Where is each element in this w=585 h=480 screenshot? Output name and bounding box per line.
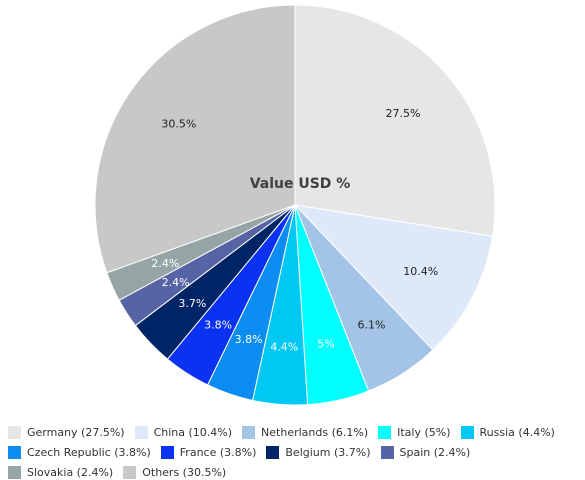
legend-swatch <box>460 425 474 439</box>
legend-label: China (10.4%) <box>153 425 233 439</box>
legend-swatch <box>160 445 174 459</box>
legend-item[interactable]: Spain (2.4%) <box>380 444 471 460</box>
legend-item[interactable]: Czech Republic (3.8%) <box>8 444 151 460</box>
legend-label: Russia (4.4%) <box>479 425 555 439</box>
pie-slice <box>294 4 496 237</box>
legend-item[interactable]: Russia (4.4%) <box>460 424 555 440</box>
legend-label: Belgium (3.7%) <box>285 445 371 459</box>
legend-swatch <box>266 445 280 459</box>
legend-label: Others (30.5%) <box>142 465 227 479</box>
legend-item[interactable]: Others (30.5%) <box>123 464 226 480</box>
legend-swatch <box>8 465 21 479</box>
legend-label: Germany (27.5%) <box>27 425 125 439</box>
slice-data-label: 2.4% <box>151 257 179 270</box>
legend-swatch <box>8 445 21 459</box>
legend-item[interactable]: Germany (27.5%) <box>8 424 125 440</box>
pie-slice <box>94 4 296 274</box>
slice-data-label: 30.5% <box>161 117 196 130</box>
legend-item[interactable]: Italy (5%) <box>378 424 451 440</box>
slice-data-label: 27.5% <box>386 107 421 120</box>
legend-label: Italy (5%) <box>397 425 451 439</box>
slice-data-label: 2.4% <box>162 276 190 289</box>
chart-legend: Germany (27.5%) China (10.4%) Netherlands … <box>8 424 583 480</box>
slice-data-label: 3.8% <box>235 333 263 346</box>
slice-data-label: 6.1% <box>357 319 385 332</box>
legend-item[interactable]: China (10.4%) <box>134 424 233 440</box>
legend-swatch <box>123 465 137 479</box>
legend-item[interactable]: Slovakia (2.4%) <box>8 464 113 480</box>
slice-data-label: 4.4% <box>270 341 298 354</box>
legend-swatch <box>378 425 392 439</box>
legend-swatch <box>8 425 21 439</box>
pie-chart: 27.5% 10.4% 6.1% 5% 4.4% 3.8%3.8% 3.7% 2.4% 2.4%… <box>94 4 496 406</box>
legend-swatch <box>242 425 256 439</box>
slice-data-label: 3.7% <box>178 297 206 310</box>
legend-item[interactable]: Netherlands (6.1%) <box>242 424 368 440</box>
legend-item[interactable]: Belgium (3.7%) <box>266 444 371 460</box>
legend-swatch <box>134 425 148 439</box>
slice-data-label: 10.4% <box>403 265 438 278</box>
pie-slice <box>293 204 494 351</box>
chart-title: Value USD % <box>250 176 351 192</box>
legend-label: Czech Republic (3.8%) <box>27 445 151 459</box>
legend-label: Slovakia (2.4%) <box>27 465 114 479</box>
legend-label: Netherlands (6.1%) <box>261 425 369 439</box>
legend-swatch <box>380 445 394 459</box>
legend-label: Spain (2.4%) <box>399 445 471 459</box>
legend-label: France (3.8%) <box>179 445 257 459</box>
slice-data-label: 3.8% <box>204 318 232 331</box>
slice-data-label: 5% <box>317 338 334 351</box>
legend-item[interactable]: France (3.8%) <box>160 444 257 460</box>
